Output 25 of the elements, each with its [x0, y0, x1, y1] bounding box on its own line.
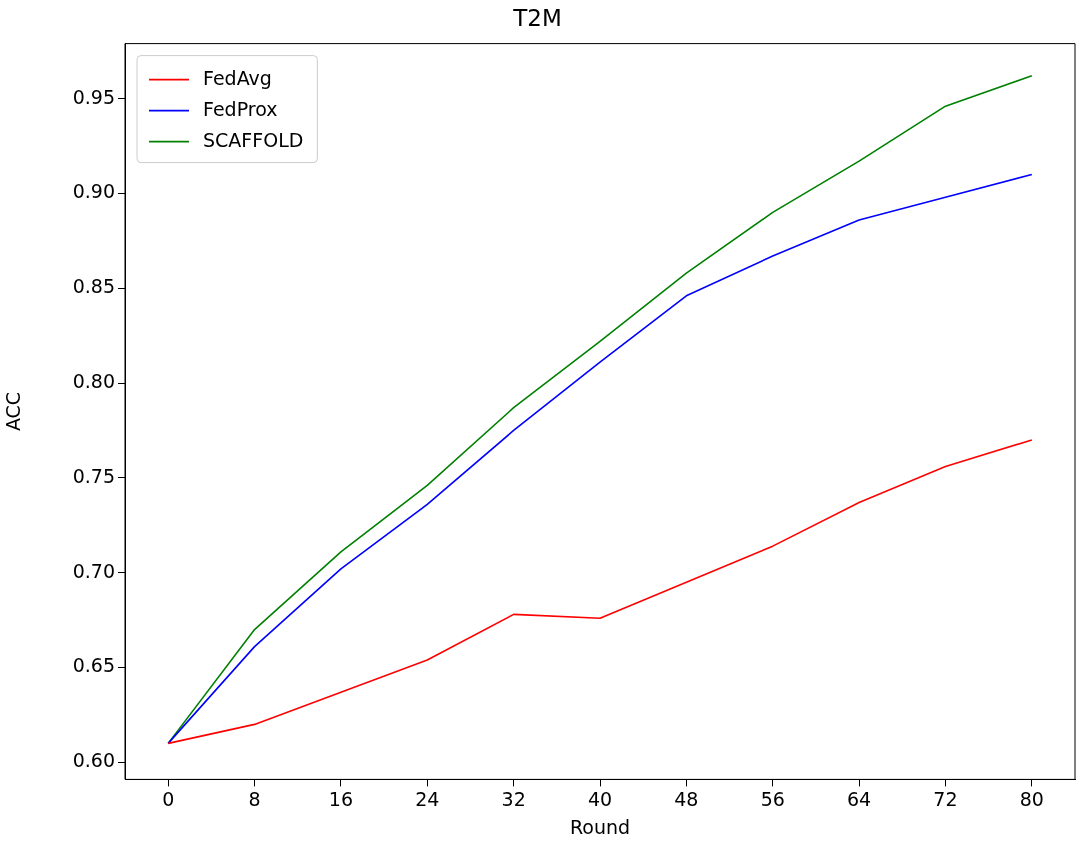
y-tick-label: 0.70 — [72, 559, 115, 582]
x-tick-label: 64 — [847, 787, 872, 810]
chart-title: T2M — [512, 4, 562, 31]
x-tick-label: 72 — [933, 787, 958, 810]
y-tick-label: 0.85 — [72, 275, 115, 298]
x-axis-title: Round — [569, 815, 631, 838]
y-axis-title: ACC — [2, 391, 25, 432]
legend-label: SCAFFOLD — [203, 128, 304, 151]
legend-label: FedProx — [203, 97, 278, 120]
x-tick-label: 32 — [501, 787, 526, 810]
x-tick-label: 24 — [415, 787, 440, 810]
x-tick-label: 80 — [1019, 787, 1044, 810]
y-tick-label: 0.80 — [72, 369, 115, 392]
y-tick-label: 0.75 — [72, 464, 115, 487]
x-tick-label: 8 — [248, 787, 261, 810]
y-tick-label: 0.65 — [72, 654, 115, 677]
x-tick-label: 40 — [587, 787, 613, 810]
y-tick-label: 0.95 — [72, 85, 115, 108]
y-tick-label: 0.90 — [72, 180, 115, 203]
x-tick-label: 0 — [162, 787, 175, 810]
x-tick-label: 48 — [674, 787, 699, 810]
legend-label: FedAvg — [203, 66, 272, 89]
x-tick-label: 16 — [328, 787, 353, 810]
y-tick-label: 0.60 — [72, 749, 115, 772]
x-tick-label: 56 — [760, 787, 785, 810]
